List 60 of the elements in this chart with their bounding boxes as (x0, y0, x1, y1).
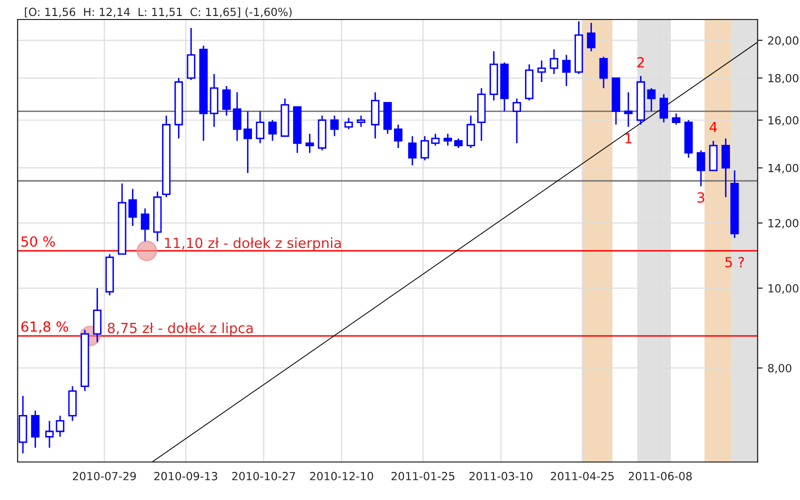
candlestick (256, 110, 264, 144)
x-tick-label: 2010-10-27 (232, 472, 296, 480)
candlestick (466, 114, 476, 149)
x-tick-label: 2011-01-25 (392, 472, 454, 480)
annotation: 2 (637, 57, 644, 68)
candlestick (660, 94, 668, 124)
candlestick (647, 87, 656, 112)
candlestick (550, 48, 558, 75)
y-tick-label: 12,00 (768, 218, 798, 228)
candlestick (140, 208, 150, 242)
candlestick (56, 415, 64, 438)
candlestick (431, 133, 440, 146)
annotation: 50 % (21, 236, 55, 247)
candlestick (444, 133, 452, 146)
candlestick (93, 287, 102, 343)
y-tick-label: 16,00 (768, 116, 798, 126)
candlestick (128, 188, 137, 227)
candlestick (696, 150, 706, 187)
candlestick (722, 138, 730, 198)
x-tick-label: 2010-09-13 (154, 472, 218, 480)
candlestick (408, 135, 417, 166)
x-tick-label: 2010-12-10 (310, 472, 374, 480)
candlestick (186, 27, 196, 81)
annotation: 4 (710, 122, 717, 132)
candlestick (330, 114, 339, 137)
annotation: 8,75 zł - dołek z lipca (108, 322, 253, 336)
annotation: 1 (625, 133, 632, 144)
candlestick (537, 60, 546, 83)
candlestick (420, 135, 430, 161)
y-tick-label: 18,00 (768, 74, 798, 84)
candlestick (586, 22, 596, 52)
candlestick (562, 54, 571, 87)
x-tick-label: 2011-04-25 (550, 472, 614, 480)
candlestick (31, 410, 40, 448)
y-tick-label: 10,00 (768, 284, 798, 294)
y-tick-label: 14,00 (768, 164, 798, 174)
chart-title: [O: 11,56 H: 12,14 L: 11,51 C: 11,65] (-1,60%) (24, 8, 292, 18)
candlestick (356, 114, 366, 128)
candlestick (624, 91, 633, 128)
annotation: 61,8 % (21, 321, 68, 334)
candlestick (344, 117, 353, 130)
annotation: 3 (698, 192, 704, 203)
candlestick (454, 138, 463, 149)
x-tick-label: 2011-03-10 (469, 472, 532, 480)
candlestick (244, 110, 252, 174)
y-tick-label: 20,00 (768, 36, 798, 46)
x-tick-label: 2011-06-08 (628, 472, 692, 480)
candlestick (305, 133, 314, 154)
annotation: 5 ? (725, 256, 744, 268)
candlestick (222, 85, 231, 116)
candlestick (232, 91, 242, 142)
y-tick-label: 8,00 (768, 364, 792, 374)
candlestick (45, 420, 54, 448)
candlestick (672, 112, 680, 126)
candlestick (268, 119, 277, 142)
candlestick (599, 56, 608, 89)
x-tick-label: 2010-07-29 (72, 472, 136, 480)
annotation: 11,10 zł - dołek z sierpnia (165, 237, 341, 251)
candlestick (394, 124, 402, 149)
candlestick (512, 98, 522, 144)
